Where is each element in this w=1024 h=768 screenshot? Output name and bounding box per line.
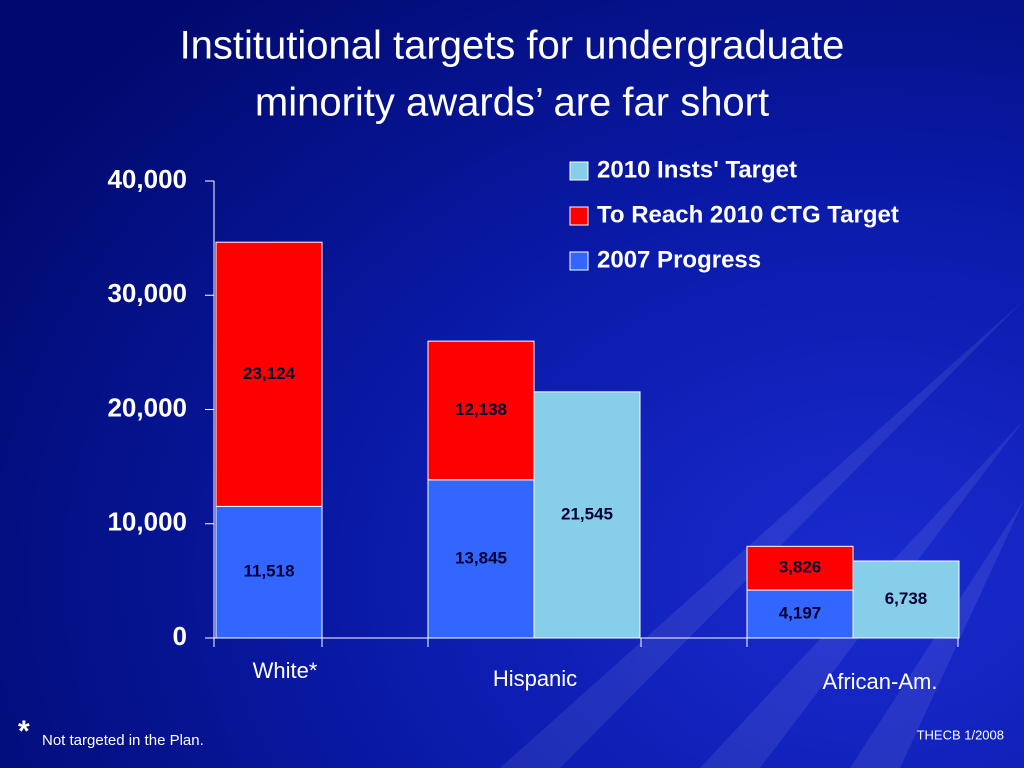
bar [852,560,960,639]
bar [427,479,535,639]
y-tick-label: 0 [173,621,187,651]
bar [746,545,854,591]
chart-title: Institutional targets for undergraduate [180,24,845,68]
legend-label: 2007 Progress [597,246,761,273]
chart-title: minority awards’ are far short [255,81,769,125]
x-tick-label: Hispanic [493,666,577,691]
bar [215,241,323,507]
value-label: 21,545 [561,504,613,523]
value-label: 23,124 [243,364,296,383]
y-tick-label: 20,000 [107,392,187,422]
legend-label: To Reach 2010 CTG Target [597,201,899,228]
legend-swatch [569,206,589,226]
footnote-mark: * [18,715,30,748]
x-tick-label: White* [253,658,318,683]
legend-swatch [569,251,589,271]
y-tick-label: 30,000 [107,278,187,308]
y-tick-label: 10,000 [107,507,187,537]
legend-label: 2010 Insts' Target [597,156,797,183]
value-label: 6,738 [885,589,928,608]
bar [746,589,854,639]
bar [427,340,535,481]
value-label: 12,138 [455,400,507,419]
value-label: 4,197 [779,604,822,623]
bar [533,391,641,639]
value-label: 11,518 [243,562,294,581]
value-label: 3,826 [779,558,822,577]
value-label: 13,845 [455,548,507,567]
source: THECB 1/2008 [917,727,1004,742]
x-tick-label: African-Am. [823,669,938,694]
legend-swatch [569,161,589,181]
footnote: Not targeted in the Plan. [42,732,204,749]
y-tick-label: 40,000 [107,164,187,194]
